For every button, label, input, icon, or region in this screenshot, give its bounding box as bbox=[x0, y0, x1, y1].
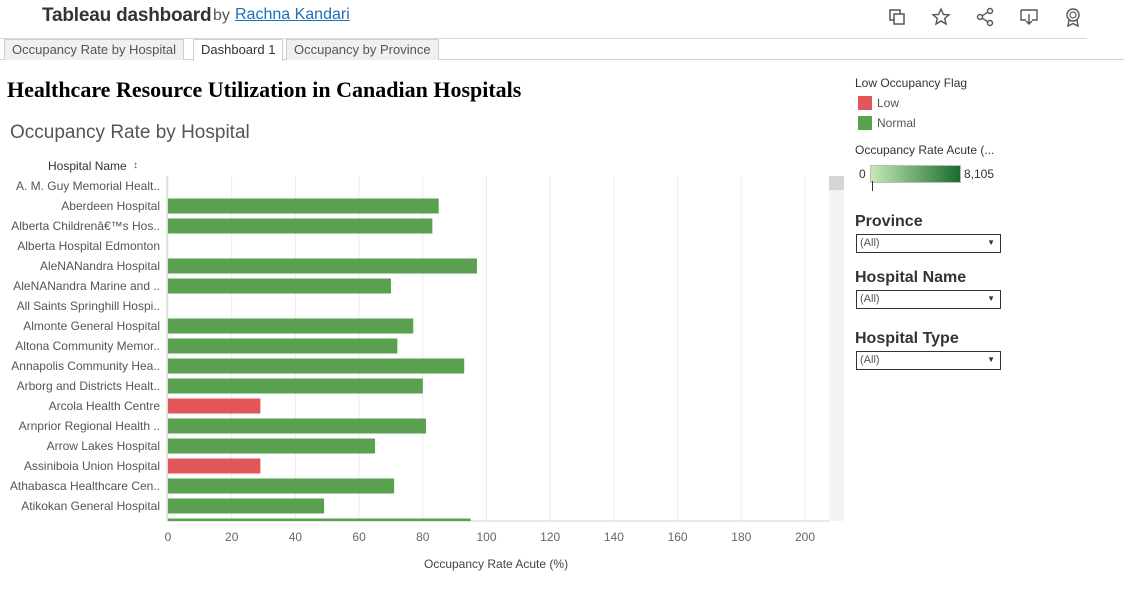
hospital-label[interactable]: Almonte General Hospital bbox=[23, 319, 160, 333]
x-tick-label: 60 bbox=[352, 530, 366, 544]
bar[interactable] bbox=[168, 438, 376, 454]
x-tick-label: 120 bbox=[540, 530, 560, 544]
hospital-label[interactable]: Assiniboia Union Hospital bbox=[24, 459, 160, 473]
color-ramp-marker bbox=[872, 181, 873, 191]
scrollbar-thumb[interactable] bbox=[829, 176, 844, 190]
legend-swatch-low bbox=[858, 96, 872, 110]
province-filter-title: Province bbox=[855, 213, 923, 230]
by-label: by bbox=[213, 7, 230, 24]
legend-label-low: Low bbox=[877, 96, 900, 110]
x-tick-label: 180 bbox=[731, 530, 751, 544]
province-filter-dropdown[interactable]: (All) ▼ bbox=[856, 234, 1001, 253]
color-ramp-max: 8,105 bbox=[964, 167, 995, 181]
hospital-type-filter-value: (All) bbox=[860, 354, 880, 366]
legend-title: Low Occupancy Flag bbox=[855, 76, 968, 90]
hospital-label[interactable]: A. M. Guy Memorial Healt.. bbox=[16, 179, 160, 193]
hospital-label[interactable]: Atikokan General Hospital bbox=[21, 499, 160, 513]
hospital-label[interactable]: Arborg and Districts Healt.. bbox=[17, 379, 160, 393]
x-tick-label: 140 bbox=[604, 530, 624, 544]
hospital-type-filter-title: Hospital Type bbox=[855, 330, 959, 347]
top-header: Tableau dashboard by Rachna Kandari bbox=[0, 0, 1124, 38]
legend-swatch-normal bbox=[858, 116, 872, 130]
bar[interactable] bbox=[168, 318, 414, 334]
bar[interactable] bbox=[168, 338, 398, 354]
hospital-name-filter-title: Hospital Name bbox=[855, 269, 967, 286]
favorite-star-icon[interactable] bbox=[930, 6, 952, 28]
bar[interactable] bbox=[168, 218, 433, 234]
hospital-name-filter-value: (All) bbox=[860, 293, 880, 305]
bar[interactable] bbox=[168, 418, 426, 434]
sort-icon[interactable]: ↕ bbox=[133, 160, 138, 171]
download-icon[interactable] bbox=[1018, 6, 1040, 28]
color-ramp-min: 0 bbox=[859, 167, 866, 181]
occupancy-bar-chart: A. M. Guy Memorial Healt.. Aberdeen Hospi… bbox=[10, 176, 830, 544]
badge-icon[interactable] bbox=[1062, 6, 1084, 28]
x-axis-title: Occupancy Rate Acute (%) bbox=[424, 557, 569, 571]
province-filter-value: (All) bbox=[860, 237, 880, 249]
x-tick-label: 20 bbox=[225, 530, 239, 544]
legend-item-low[interactable]: Low bbox=[858, 96, 899, 110]
bar[interactable] bbox=[168, 278, 391, 294]
x-tick-label: 0 bbox=[165, 530, 172, 544]
hospital-label[interactable]: AleNANandra Marine and .. bbox=[13, 279, 160, 293]
dropdown-arrow-icon: ▼ bbox=[987, 294, 995, 303]
dashboard-title: Healthcare Resource Utilization in Canad… bbox=[7, 77, 522, 102]
hospital-label[interactable]: Altona Community Memor.. bbox=[15, 339, 160, 353]
bar[interactable] bbox=[168, 258, 477, 274]
bar[interactable] bbox=[168, 498, 325, 514]
bar[interactable] bbox=[168, 358, 465, 374]
dropdown-arrow-icon: ▼ bbox=[987, 238, 995, 247]
hospital-label[interactable]: All Saints Springhill Hospi.. bbox=[17, 299, 160, 313]
chart-scrollbar[interactable] bbox=[829, 176, 844, 521]
color-ramp-bar[interactable] bbox=[870, 165, 961, 183]
hospital-label[interactable]: Annapolis Community Hea.. bbox=[11, 359, 160, 373]
hospital-label[interactable]: Alberta Hospital Edmonton bbox=[17, 239, 160, 253]
chart-title: Occupancy Rate by Hospital bbox=[10, 122, 250, 143]
x-tick-label: 160 bbox=[668, 530, 688, 544]
bar[interactable] bbox=[168, 458, 261, 474]
bar-partial[interactable] bbox=[168, 518, 471, 522]
hospital-label[interactable]: Arnprior Regional Health .. bbox=[19, 419, 160, 433]
tab-occupancy-rate-by-hospital[interactable]: Occupancy Rate by Hospital bbox=[4, 39, 185, 60]
hospital-type-filter-dropdown[interactable]: (All) ▼ bbox=[856, 351, 1001, 370]
dropdown-arrow-icon: ▼ bbox=[987, 355, 995, 364]
tab-occupancy-by-province[interactable]: Occupancy by Province bbox=[286, 39, 439, 60]
hospital-label[interactable]: Alberta Childrenâ€™s Hos.. bbox=[11, 219, 160, 233]
x-tick-label: 80 bbox=[416, 530, 430, 544]
x-tick-label: 40 bbox=[289, 530, 303, 544]
color-ramp-title: Occupancy Rate Acute (... bbox=[855, 143, 995, 157]
tab-dashboard-1[interactable]: Dashboard 1 bbox=[193, 39, 284, 61]
hospital-label[interactable]: AleNANandra Hospital bbox=[40, 259, 160, 273]
hospital-label[interactable]: Arcola Health Centre bbox=[49, 399, 161, 413]
hospital-name-header[interactable]: Hospital Name bbox=[48, 159, 127, 173]
sheet-tabs: Occupancy Rate by Hospital Dashboard 1 O… bbox=[0, 38, 1124, 61]
hospital-label[interactable]: Athabasca Healthcare Cen.. bbox=[10, 479, 160, 493]
legend-label-normal: Normal bbox=[877, 116, 916, 130]
legend-item-normal[interactable]: Normal bbox=[858, 116, 916, 130]
hospital-label[interactable]: Arrow Lakes Hospital bbox=[47, 439, 160, 453]
bar[interactable] bbox=[168, 378, 423, 394]
hospital-name-filter-dropdown[interactable]: (All) ▼ bbox=[856, 290, 1001, 309]
tab-divider bbox=[0, 38, 1087, 39]
app-title: Tableau dashboard bbox=[42, 5, 212, 26]
author-link[interactable]: Rachna Kandari bbox=[235, 6, 350, 23]
share-icon[interactable] bbox=[974, 6, 996, 28]
x-tick-label: 200 bbox=[795, 530, 815, 544]
bar[interactable] bbox=[168, 398, 261, 414]
duplicate-icon[interactable] bbox=[886, 6, 908, 28]
hospital-label[interactable]: Aberdeen Hospital bbox=[61, 199, 160, 213]
x-tick-label: 100 bbox=[476, 530, 496, 544]
bar[interactable] bbox=[168, 478, 395, 494]
header-toolbar bbox=[886, 6, 1084, 28]
bar[interactable] bbox=[168, 198, 439, 214]
